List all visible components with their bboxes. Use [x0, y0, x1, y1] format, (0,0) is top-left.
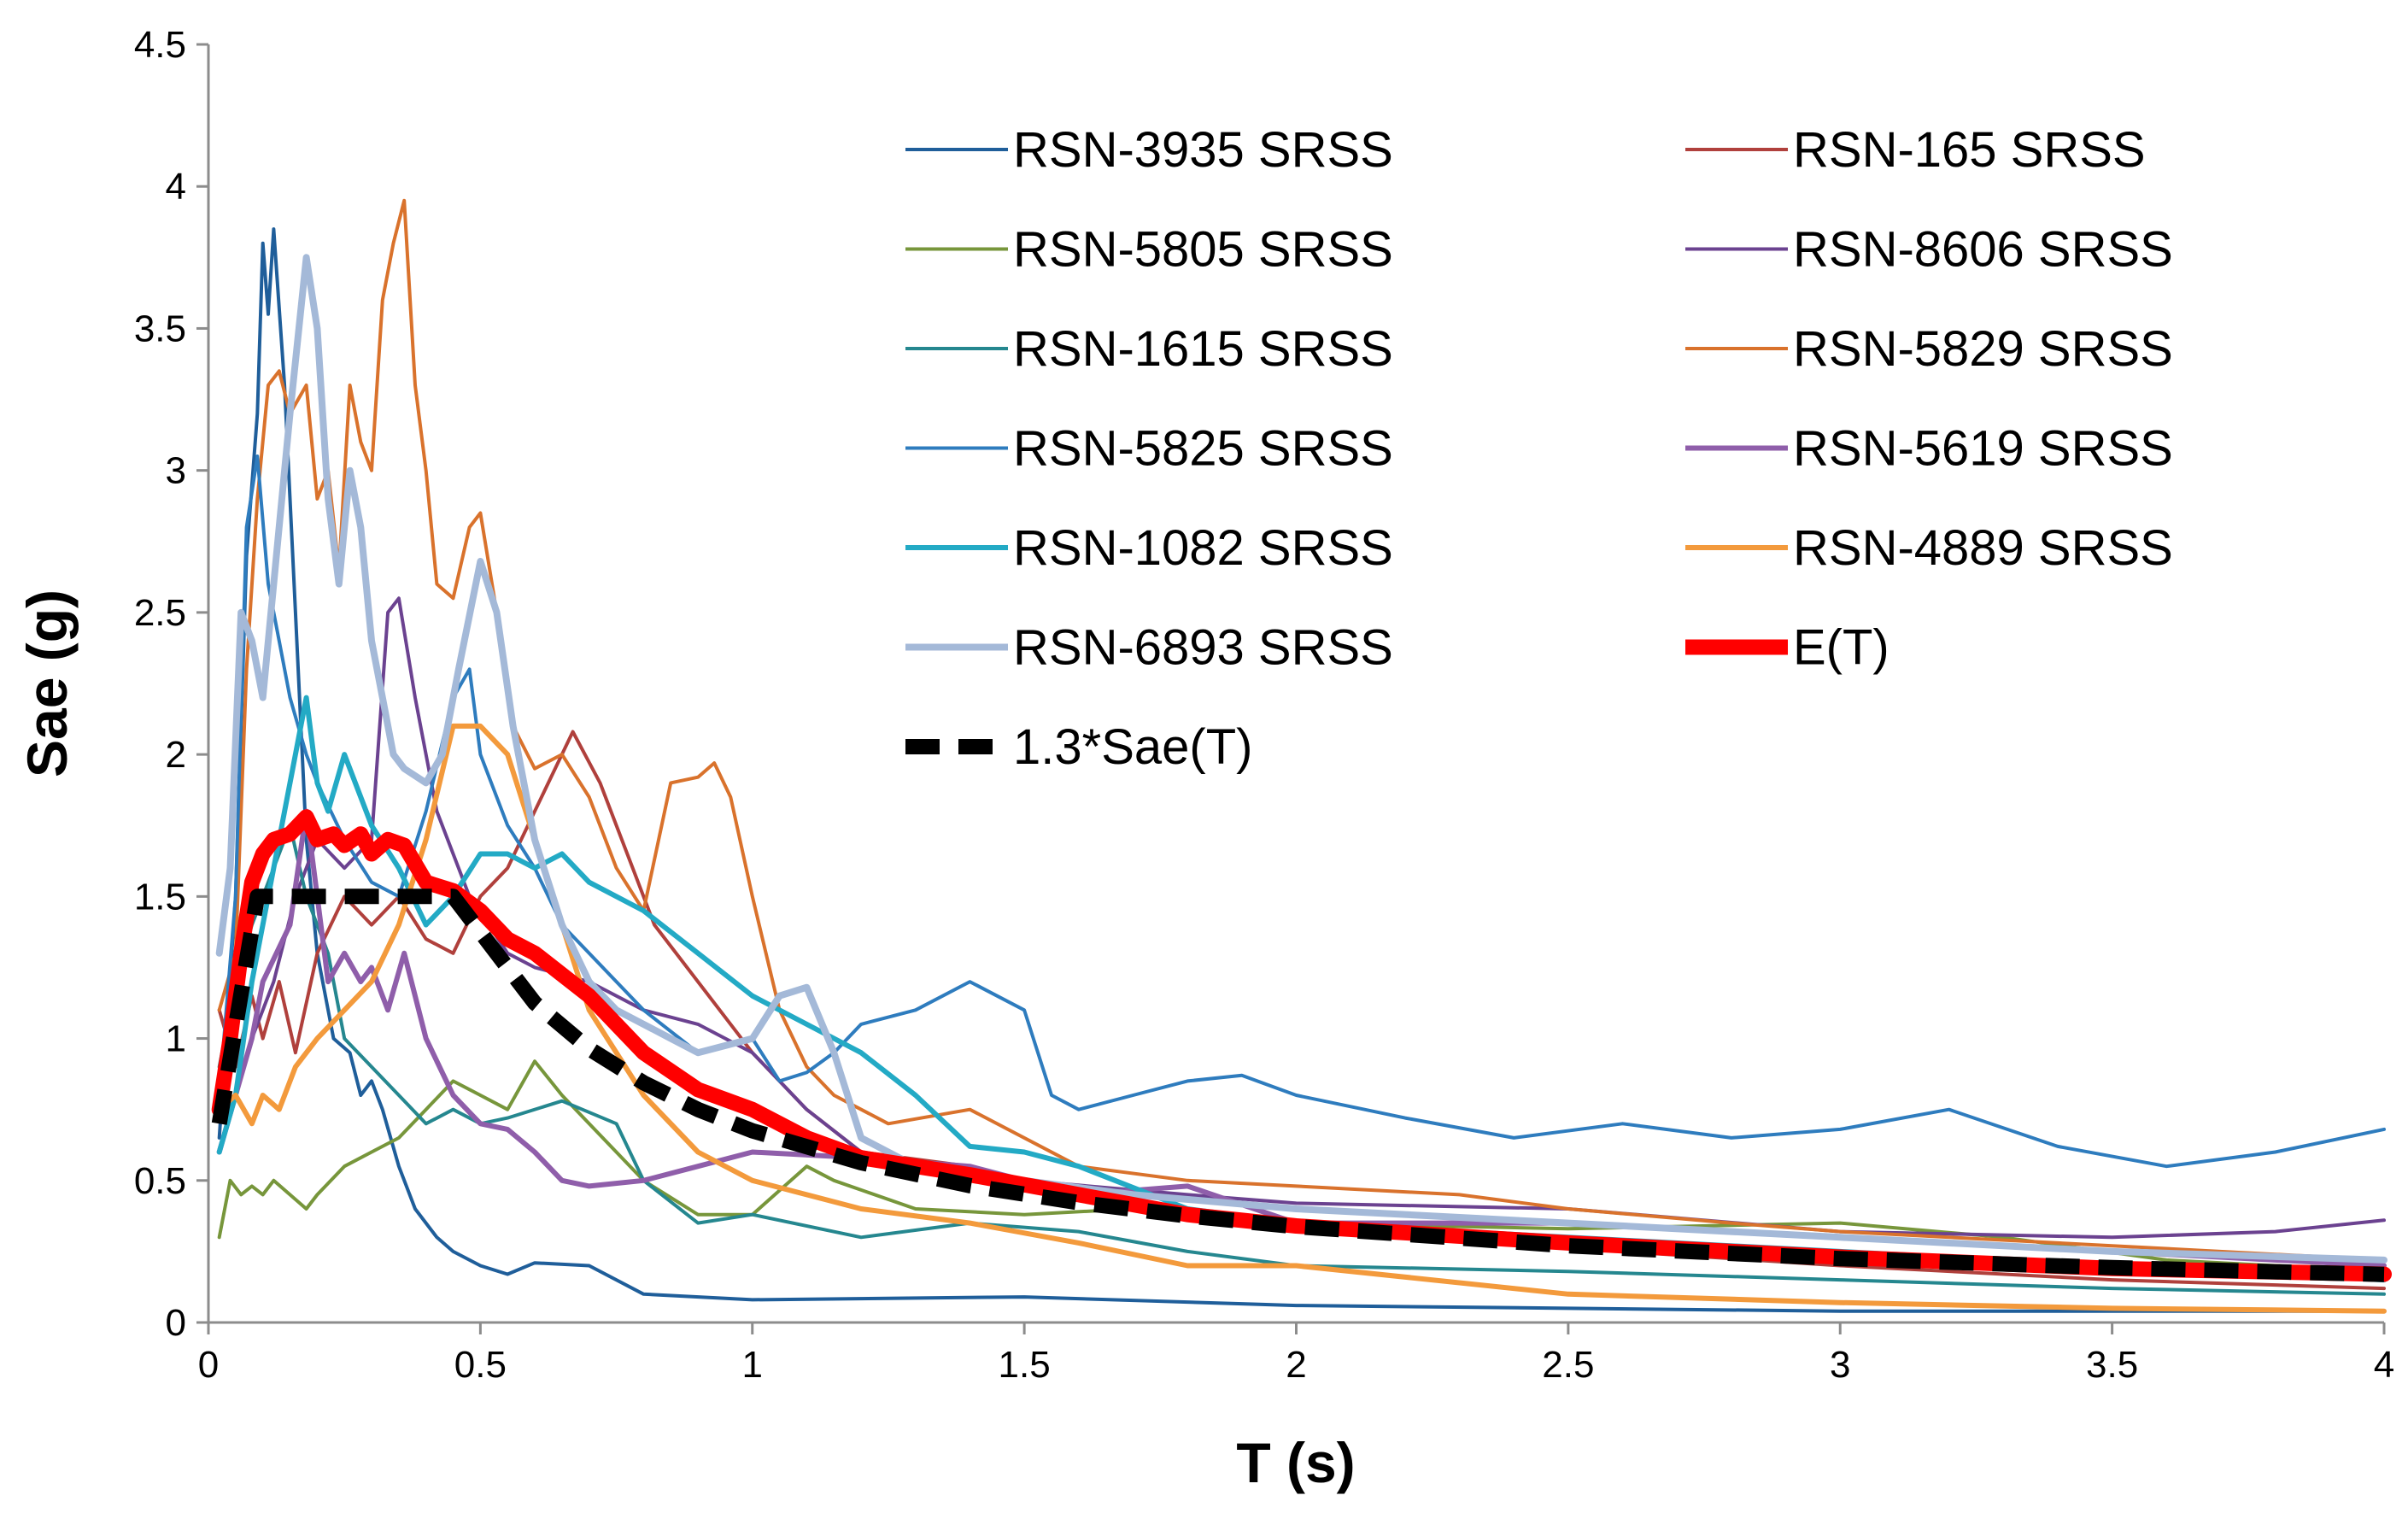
- legend-label: RSN-165 SRSS: [1793, 122, 2146, 178]
- legend-item: RSN-5619 SRSS: [1685, 421, 2173, 477]
- legend-item: RSN-165 SRSS: [1685, 122, 2146, 178]
- legend-item: RSN-1082 SRSS: [905, 520, 1393, 576]
- x-tick-label: 1.5: [999, 1344, 1051, 1386]
- x-axis-title: T (s): [1236, 1431, 1355, 1494]
- x-tick-label: 3: [1830, 1344, 1850, 1386]
- legend-label: RSN-5829 SRSS: [1793, 321, 2173, 377]
- legend-item: 1.3*Sae(T): [905, 719, 1252, 775]
- legend: RSN-3935 SRSS RSN-165 SRSS RSN-5805 SRSS RS…: [905, 122, 2173, 775]
- x-tick-label: 2.5: [1542, 1344, 1594, 1386]
- legend-item: RSN-1615 SRSS: [905, 321, 1393, 377]
- y-tick-label: 2: [166, 734, 186, 776]
- legend-item: RSN-5825 SRSS: [905, 421, 1393, 477]
- y-tick-label: 4: [166, 166, 186, 208]
- x-tick-label: 2: [1286, 1344, 1306, 1386]
- x-tick-label: 3.5: [2086, 1344, 2138, 1386]
- legend-label: RSN-5619 SRSS: [1793, 421, 2173, 477]
- legend-item: RSN-5805 SRSS: [905, 222, 1393, 278]
- x-tick-label: 4: [2374, 1344, 2394, 1386]
- y-tick-label: 0: [166, 1302, 186, 1344]
- x-tick-label: 0.5: [454, 1344, 507, 1386]
- legend-label: RSN-5805 SRSS: [1013, 222, 1393, 278]
- y-tick-label: 0.5: [134, 1160, 186, 1202]
- y-tick-label: 1: [166, 1018, 186, 1060]
- series-line-1-3-sae-t: [211, 888, 2385, 1282]
- y-axis-title: Sae (g): [15, 589, 79, 777]
- y-tick-label: 4.5: [134, 24, 186, 66]
- legend-label: E(T): [1793, 620, 1889, 676]
- legend-label: RSN-1082 SRSS: [1013, 520, 1393, 576]
- legend-label: RSN-5825 SRSS: [1013, 421, 1393, 477]
- legend-label: RSN-6893 SRSS: [1013, 620, 1393, 676]
- legend-item: E(T): [1685, 620, 1889, 676]
- x-tick-label: 1: [742, 1344, 763, 1386]
- y-tick-label: 2.5: [134, 592, 186, 634]
- legend-item: RSN-8606 SRSS: [1685, 222, 2173, 278]
- legend-item: RSN-5829 SRSS: [1685, 321, 2173, 377]
- series-line-e-t: [211, 809, 2392, 1282]
- y-tick-label: 1.5: [134, 876, 186, 918]
- ticks: 0 0.5 1 1.5 2 2.5 3 3.5 4 4.5 0 0.5 1 1.5 2 2.5 3 3.5 4: [134, 24, 2394, 1386]
- series-line-rsn-3935-srss: [217, 227, 2386, 1313]
- legend-item: RSN-3935 SRSS: [905, 122, 1393, 178]
- legend-label: RSN-4889 SRSS: [1793, 520, 2173, 576]
- legend-label: RSN-8606 SRSS: [1793, 222, 2173, 278]
- x-tick-label: 0: [198, 1344, 219, 1386]
- legend-label: 1.3*Sae(T): [1013, 719, 1252, 775]
- legend-item: RSN-6893 SRSS: [905, 620, 1393, 676]
- legend-label: RSN-3935 SRSS: [1013, 122, 1393, 178]
- series-line-rsn-5825-srss: [217, 454, 2386, 1169]
- legend-item: RSN-4889 SRSS: [1685, 520, 2173, 576]
- y-tick-label: 3: [166, 450, 186, 492]
- y-tick-label: 3.5: [134, 308, 186, 349]
- plot-series: [211, 198, 2392, 1314]
- series-line-rsn-1082-srss: [216, 695, 2387, 1283]
- legend-label: RSN-1615 SRSS: [1013, 321, 1393, 377]
